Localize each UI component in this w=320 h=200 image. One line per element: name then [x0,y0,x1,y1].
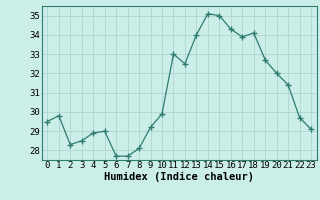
X-axis label: Humidex (Indice chaleur): Humidex (Indice chaleur) [104,172,254,182]
